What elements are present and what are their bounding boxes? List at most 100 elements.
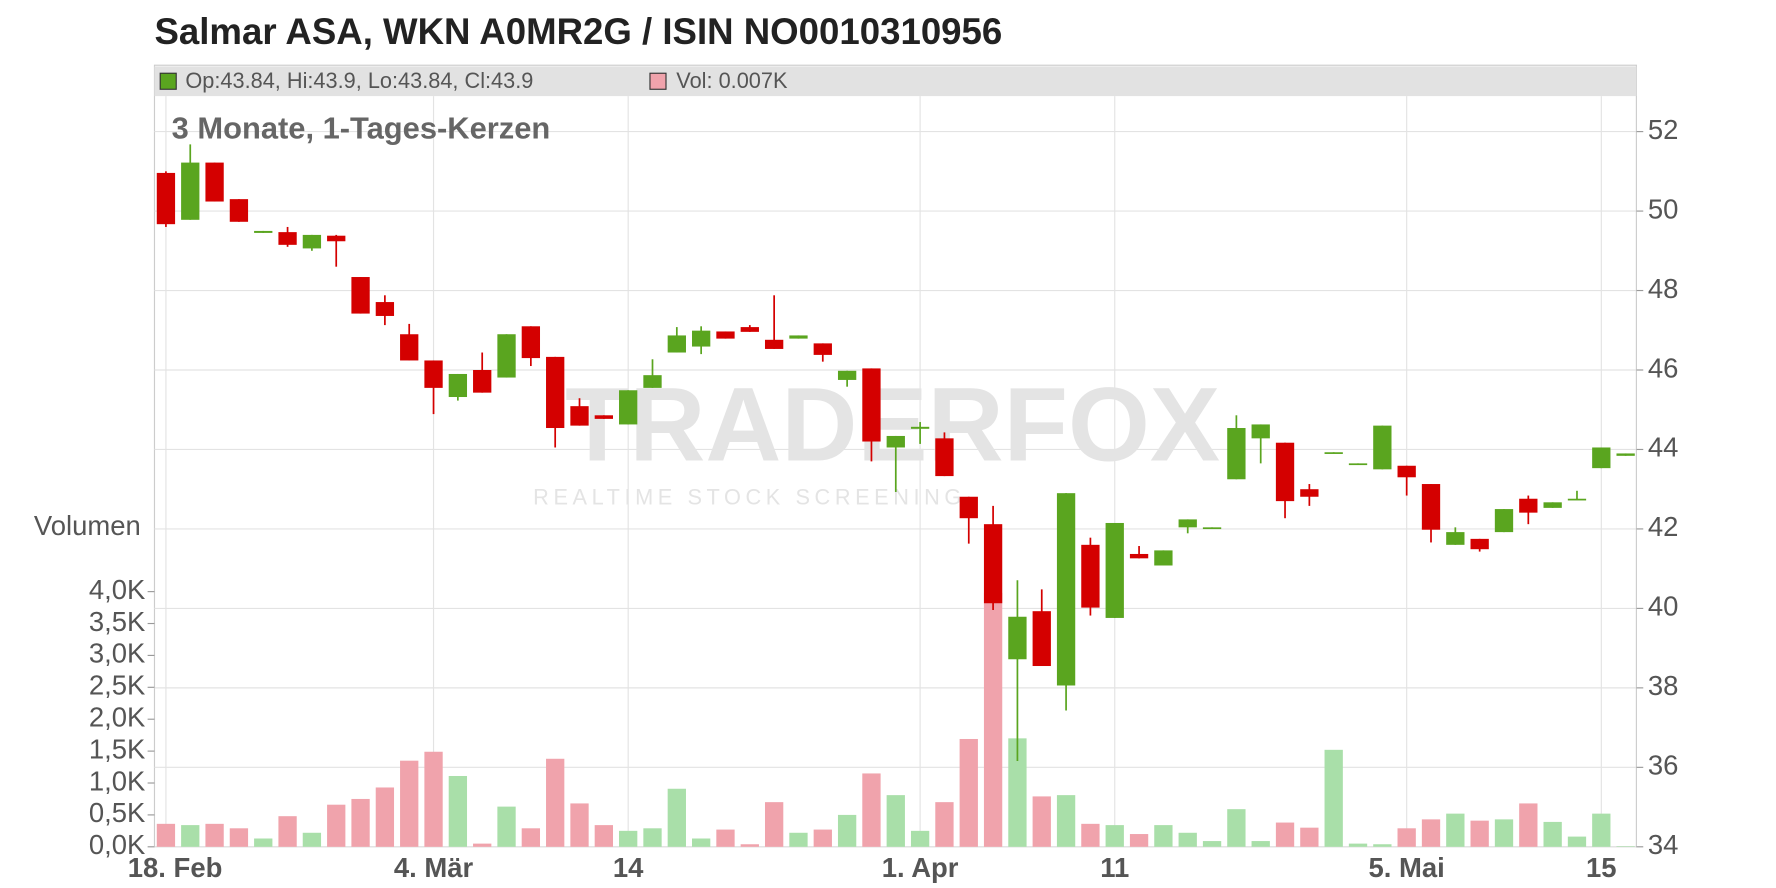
volume-bar <box>789 832 808 847</box>
volume-bar <box>327 804 346 847</box>
volume-bar <box>983 592 1003 847</box>
candle-body <box>667 335 686 353</box>
candle-body <box>327 235 346 242</box>
volume-bar <box>473 843 492 847</box>
candle-body <box>959 496 978 519</box>
candle-body <box>229 199 249 222</box>
candle-body <box>643 375 662 388</box>
candle-body <box>862 368 881 442</box>
x-tick-label: 1. Apr <box>882 852 959 883</box>
volume-bar <box>1178 832 1197 847</box>
candle-body <box>691 330 711 347</box>
volume-bar <box>862 773 881 847</box>
candle-body <box>619 390 638 425</box>
volume-tick-label: 3,5K <box>89 606 145 637</box>
volume-bar <box>813 829 832 847</box>
candle-body <box>1373 425 1392 470</box>
volume-bar <box>1227 809 1246 847</box>
volume-bar <box>1275 822 1295 847</box>
volume-bar <box>910 830 930 847</box>
legend-volume: Vol: 0.007K <box>676 68 788 93</box>
volume-bar <box>1567 836 1587 847</box>
candle-body <box>205 162 224 202</box>
volume-tick-label: 4,0K <box>89 574 145 605</box>
y-tick-label: 50 <box>1648 193 1679 224</box>
volume-bar <box>619 830 638 847</box>
candle-body <box>448 373 468 398</box>
volume-bar <box>1251 841 1270 847</box>
candle-body <box>1494 509 1514 533</box>
volume-bar <box>1543 821 1562 847</box>
volume-bar <box>302 832 322 847</box>
candle-body <box>1616 453 1635 456</box>
volume-bar <box>1129 834 1149 847</box>
volume-tick-label: 2,0K <box>89 701 145 732</box>
legend-swatch <box>159 72 177 90</box>
y-tick-label: 40 <box>1648 591 1679 622</box>
x-tick-label: 5. Mai <box>1369 852 1445 883</box>
candle-body <box>1397 465 1416 478</box>
volume-bar <box>1105 825 1124 847</box>
volume-bar <box>1081 823 1100 847</box>
x-tick-label: 11 <box>1100 852 1129 883</box>
y-tick-label: 38 <box>1648 670 1679 701</box>
volume-bar <box>375 787 395 847</box>
candle-body <box>570 406 589 426</box>
candle-body <box>1470 538 1489 550</box>
chart-title: Salmar ASA, WKN A0MR2G / ISIN NO00103109… <box>154 11 1002 52</box>
volume-bar <box>181 825 200 847</box>
volume-bar <box>594 825 613 847</box>
watermark-subtitle: REALTIME STOCK SCREENING <box>533 485 966 510</box>
candle-body <box>1348 463 1368 466</box>
volume-bar <box>1373 844 1392 847</box>
candle-body <box>910 426 930 429</box>
volume-bar <box>1494 819 1514 847</box>
x-tick-label: 4. Mär <box>394 852 474 883</box>
x-tick-label: 15 <box>1586 852 1617 883</box>
volume-bar <box>837 814 857 847</box>
legend-bar <box>154 66 1637 97</box>
volume-bar <box>278 816 297 847</box>
volume-bar <box>351 798 370 847</box>
volume-bar <box>229 828 249 847</box>
y-tick-label: 52 <box>1648 114 1679 145</box>
volume-tick-label: 0,0K <box>89 829 145 860</box>
volume-bar <box>1470 820 1489 847</box>
volume-bar <box>1300 827 1319 847</box>
candle-body <box>375 302 395 316</box>
candle-body <box>1519 498 1538 513</box>
y-tick-label: 42 <box>1648 511 1679 542</box>
x-tick-label: 18. Feb <box>128 852 223 883</box>
candle-body <box>1567 498 1587 501</box>
volume-bar <box>1202 841 1222 847</box>
volume-bar <box>691 838 711 847</box>
candle-body <box>813 343 832 355</box>
candle-body <box>1202 527 1222 530</box>
candle-body <box>497 334 516 378</box>
volume-axis-label: Volumen <box>34 510 141 541</box>
volume-bar <box>1397 828 1416 847</box>
candle-body <box>1056 493 1076 686</box>
volume-bar <box>400 760 419 847</box>
candle-body <box>400 334 419 361</box>
volume-bar <box>497 806 516 847</box>
candle-body <box>740 327 759 332</box>
candle-body <box>1592 447 1611 469</box>
volume-bar <box>424 751 443 847</box>
volume-bar <box>935 802 954 847</box>
candle-body <box>716 331 735 339</box>
candle-body <box>1081 544 1100 608</box>
volume-tick-label: 1,5K <box>89 733 145 764</box>
volume-bar <box>1519 803 1538 847</box>
volume-bar <box>1592 813 1611 847</box>
x-tick-label: 14 <box>613 852 644 883</box>
candle-body <box>351 277 370 314</box>
candle-body <box>886 435 905 448</box>
y-tick-label: 34 <box>1648 829 1679 860</box>
watermark: TRADERFOX <box>565 366 1220 483</box>
volume-bar <box>254 838 273 847</box>
volume-bar <box>667 788 686 847</box>
candle-body <box>424 360 443 388</box>
candle-body <box>1275 442 1295 502</box>
